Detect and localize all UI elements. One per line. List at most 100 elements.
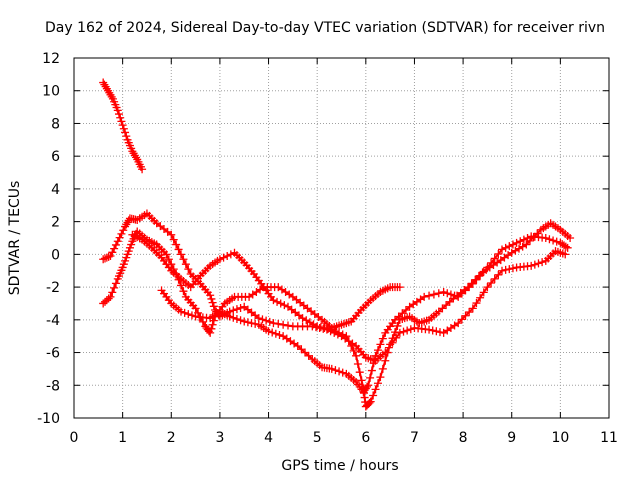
data-point bbox=[208, 320, 217, 329]
data-point bbox=[347, 342, 356, 350]
data-point bbox=[108, 288, 117, 297]
data-point bbox=[342, 332, 351, 341]
data-point bbox=[552, 237, 561, 246]
data-point bbox=[269, 296, 278, 305]
data-point bbox=[530, 260, 539, 269]
data-point bbox=[371, 385, 380, 394]
data-point bbox=[274, 319, 283, 328]
data-point bbox=[483, 283, 492, 292]
x-tick-label: 8 bbox=[459, 430, 468, 446]
y-axis-label: SDTVAR / TECUs bbox=[7, 181, 23, 296]
plot-frame bbox=[73, 57, 610, 419]
data-point bbox=[115, 233, 124, 242]
data-point bbox=[420, 292, 429, 301]
data-point bbox=[184, 265, 193, 274]
data-point bbox=[494, 249, 503, 258]
data-point bbox=[113, 106, 122, 115]
data-point bbox=[403, 326, 412, 335]
data-point bbox=[494, 270, 503, 279]
data-point bbox=[541, 234, 550, 242]
data-point bbox=[435, 328, 444, 337]
data-point bbox=[223, 252, 232, 260]
data-point bbox=[138, 165, 147, 174]
data-point bbox=[519, 235, 528, 244]
data-point bbox=[545, 235, 554, 244]
x-tick-label: 6 bbox=[361, 430, 370, 446]
data-point bbox=[280, 301, 289, 310]
data-point bbox=[425, 325, 434, 334]
x-tick-label: 7 bbox=[410, 430, 419, 446]
data-point bbox=[207, 324, 216, 333]
data-point bbox=[399, 327, 408, 336]
data-point bbox=[534, 259, 543, 268]
data-point bbox=[366, 373, 375, 382]
y-tick-label: -10 bbox=[37, 411, 60, 427]
data-point bbox=[381, 356, 390, 365]
data-point bbox=[121, 128, 130, 137]
data-point bbox=[191, 304, 200, 313]
data-point bbox=[187, 311, 196, 320]
data-point bbox=[232, 305, 241, 314]
data-point bbox=[331, 327, 340, 336]
data-point bbox=[229, 313, 238, 322]
data-point bbox=[119, 226, 128, 235]
data-point bbox=[367, 366, 376, 375]
data-point bbox=[338, 330, 347, 339]
axis-ticks bbox=[73, 57, 610, 419]
y-tick-label: 6 bbox=[51, 149, 60, 165]
data-point bbox=[472, 299, 481, 308]
data-point bbox=[324, 324, 333, 333]
data-point bbox=[393, 321, 402, 330]
data-point bbox=[236, 316, 245, 325]
data-point bbox=[265, 317, 274, 326]
data-point bbox=[487, 279, 496, 287]
series-arc-2 bbox=[99, 209, 570, 365]
data-point bbox=[366, 397, 375, 406]
data-point bbox=[316, 323, 325, 332]
data-point bbox=[563, 243, 572, 252]
data-point bbox=[119, 124, 128, 133]
data-point bbox=[302, 316, 311, 325]
y-tick-label: 12 bbox=[42, 51, 60, 67]
data-point bbox=[108, 248, 117, 257]
y-tick-label: -2 bbox=[46, 280, 60, 296]
chart-title: Day 162 of 2024, Sidereal Day-to-day VTE… bbox=[45, 20, 605, 36]
data-point bbox=[209, 302, 218, 311]
data-point bbox=[118, 121, 127, 130]
data-point bbox=[207, 294, 216, 303]
data-point bbox=[443, 289, 452, 298]
data-point bbox=[378, 364, 387, 373]
data-point bbox=[331, 366, 340, 375]
data-point bbox=[468, 304, 477, 313]
y-tick-label: 4 bbox=[51, 182, 60, 198]
data-point bbox=[101, 254, 110, 263]
data-point bbox=[527, 261, 536, 270]
data-point bbox=[335, 367, 344, 376]
data-point bbox=[181, 260, 190, 269]
data-point bbox=[106, 252, 115, 260]
data-point bbox=[432, 327, 441, 336]
data-point bbox=[335, 328, 344, 337]
y-tick-label: -8 bbox=[46, 378, 60, 394]
data-point bbox=[174, 245, 183, 254]
data-point bbox=[320, 324, 329, 332]
x-tick-label: 3 bbox=[215, 430, 224, 446]
data-point bbox=[376, 373, 385, 382]
data-point bbox=[457, 315, 466, 324]
data-point bbox=[357, 376, 366, 385]
data-point bbox=[561, 250, 570, 259]
data-point bbox=[406, 325, 415, 334]
data-point bbox=[479, 288, 488, 297]
x-tick-label: 10 bbox=[551, 430, 569, 446]
x-tick-label: 0 bbox=[70, 430, 79, 446]
data-point bbox=[376, 340, 385, 349]
data-point bbox=[566, 234, 575, 242]
data-point bbox=[116, 113, 125, 122]
data-point bbox=[114, 110, 123, 119]
data-point bbox=[378, 334, 387, 343]
data-point bbox=[476, 293, 485, 302]
data-point bbox=[162, 250, 171, 259]
data-point bbox=[269, 319, 278, 328]
data-point bbox=[508, 264, 517, 273]
data-point bbox=[450, 291, 459, 300]
